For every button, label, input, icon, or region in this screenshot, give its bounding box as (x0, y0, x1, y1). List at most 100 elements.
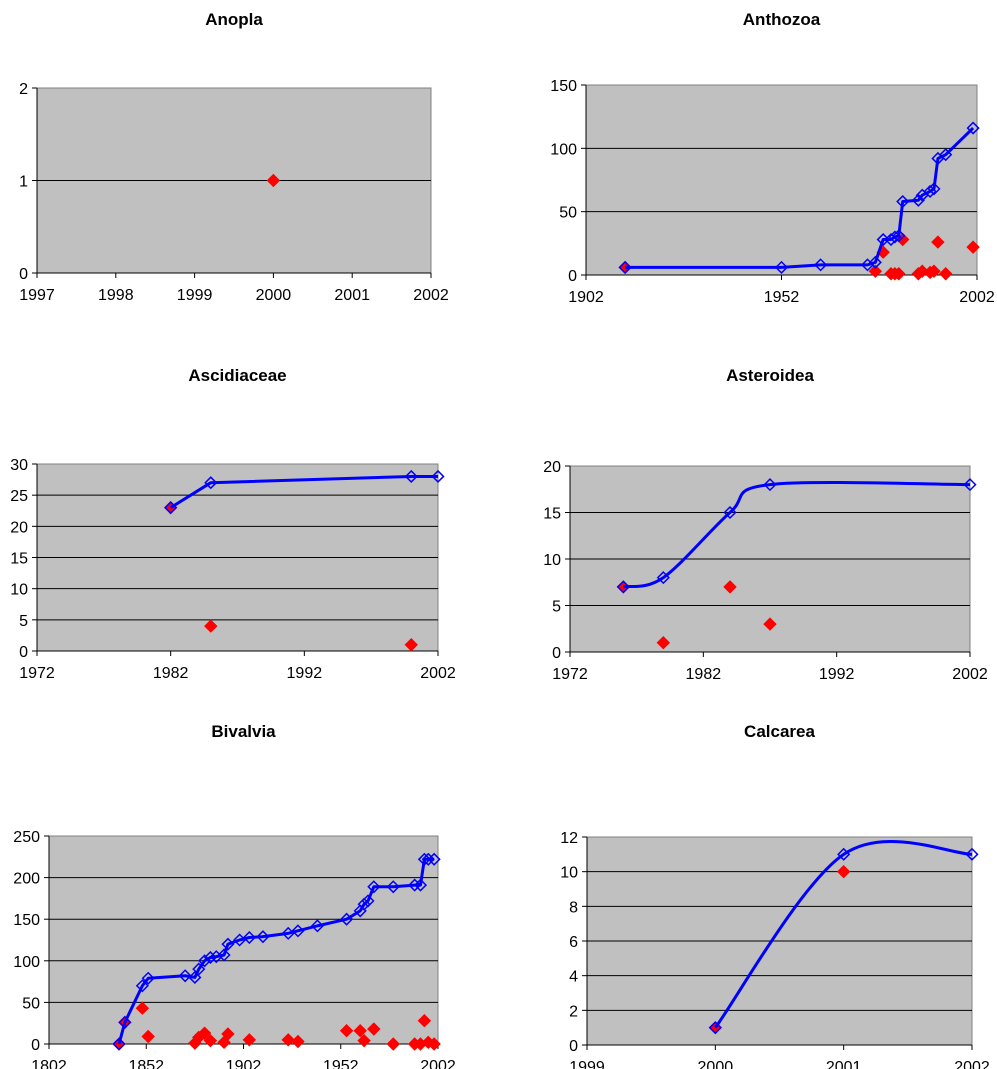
x-tick-label: 1902 (226, 1058, 262, 1069)
cumulative-marker (135, 979, 149, 993)
annual-marker (931, 235, 945, 249)
annual-marker (266, 173, 281, 188)
annual-marker (417, 1013, 432, 1028)
y-tick-label: 15 (10, 551, 28, 568)
cumulative-marker (408, 878, 422, 892)
cumulative-marker (118, 1015, 132, 1029)
x-tick-label: 1999 (177, 287, 213, 304)
chart-svg: Anopla 0 1 2 1997 1998 1999 2000 2001 2002 (19, 10, 449, 304)
y-tick-label: 50 (559, 205, 577, 222)
x-tick-label: 1998 (98, 287, 134, 304)
chart-svg: Bivalvia 0 50 100 150 200 250 1802 1852 1902 1952 2… (13, 722, 456, 1069)
cumulative-marker (217, 948, 231, 962)
chart-panel-anthozoa: Anthozoa 0 50 100 150 1902 1952 2002 (498, 0, 996, 356)
cumulative-marker (310, 919, 324, 933)
y-tick-label: 30 (10, 457, 28, 474)
annual-marker (197, 1026, 212, 1040)
y-tick-label: 10 (10, 582, 28, 599)
cumulative-marker (413, 878, 428, 892)
cumulative-marker (421, 852, 435, 866)
cumulative-marker (656, 571, 670, 585)
cumulative-marker (404, 469, 418, 484)
cumulative-marker (927, 182, 941, 196)
cumulative-marker (911, 193, 925, 207)
cumulative-marker (868, 255, 882, 269)
cumulative-marker (233, 933, 247, 947)
chart-panel-bivalvia: Bivalvia 0 50 100 150 200 250 1802 1852 1902 1952 2… (0, 712, 498, 1069)
x-tick-label: 1982 (686, 666, 722, 683)
cumulative-marker (896, 194, 910, 209)
cumulative-marker (281, 926, 295, 940)
y-tick-label: 25 (10, 488, 28, 505)
cumulative-marker (616, 580, 630, 594)
chart-title: Anthozoa (743, 10, 821, 29)
cumulative-marker (965, 847, 979, 861)
annual-marker (204, 619, 218, 633)
y-tick-label: 50 (22, 995, 40, 1012)
cumulative-marker (340, 912, 354, 926)
cumulative-marker (204, 476, 218, 490)
x-tick-label: 1952 (764, 289, 800, 306)
annual-marker (892, 267, 906, 281)
cumulative-marker (188, 970, 202, 985)
chart-title: Anopla (205, 10, 263, 29)
y-tick-label: 0 (568, 268, 577, 285)
y-tick-label: 20 (543, 459, 561, 476)
cumulative-marker (923, 184, 937, 198)
cumulative-marker (427, 852, 441, 866)
x-tick-label: 1952 (323, 1058, 359, 1069)
cumulative-line (117, 857, 435, 1045)
chart-svg: Anthozoa 0 50 100 150 1902 1952 2002 (550, 10, 995, 306)
annual-marker (357, 1033, 371, 1048)
y-tick-label: 150 (13, 912, 40, 929)
annual-marker (656, 635, 671, 650)
cumulative-marker (192, 962, 206, 976)
annual-marker (939, 267, 953, 281)
cumulative-marker (763, 478, 777, 492)
y-tick-label: 200 (13, 871, 40, 888)
cumulative-marker (966, 121, 980, 135)
x-tick-label: 2002 (420, 665, 456, 682)
x-tick-label: 2002 (959, 289, 995, 306)
x-tick-label: 2001 (826, 1059, 862, 1069)
cumulative-marker (242, 930, 256, 945)
x-tick-label: 2002 (420, 1058, 456, 1069)
chart-title: Asteroidea (726, 366, 814, 385)
chart-title: Ascidiaceae (188, 366, 286, 385)
annual-marker (836, 864, 851, 879)
y-tick-label: 100 (550, 141, 577, 158)
cumulative-marker (774, 260, 789, 274)
y-tick-label: 4 (569, 969, 578, 986)
cumulative-marker (361, 894, 375, 908)
x-tick-label: 2001 (334, 287, 370, 304)
annual-marker (281, 1033, 295, 1047)
y-tick-label: 0 (19, 266, 28, 283)
cumulative-marker (198, 954, 212, 968)
annual-marker (353, 1023, 367, 1038)
annual-marker (339, 1023, 354, 1038)
x-tick-label: 2002 (952, 666, 988, 683)
cumulative-line (169, 474, 438, 509)
y-tick-label: 15 (543, 506, 561, 523)
x-tick-label: 1972 (19, 665, 55, 682)
cumulative-marker (708, 1021, 722, 1035)
annual-marker (427, 1037, 441, 1051)
x-tick-label: 2000 (698, 1059, 734, 1069)
chart-title: Calcarea (744, 722, 815, 741)
y-tick-label: 5 (552, 599, 561, 616)
x-tick-label: 1992 (287, 665, 323, 682)
annual-marker (221, 1027, 235, 1041)
annual-marker (927, 264, 941, 278)
annual-marker (966, 240, 980, 254)
y-tick-label: 12 (560, 830, 578, 847)
y-tick-label: 250 (13, 829, 40, 846)
annual-marker (242, 1033, 257, 1047)
annual-marker (868, 264, 883, 278)
x-tick-label: 1997 (19, 287, 55, 304)
cumulative-marker (178, 969, 192, 983)
cumulative-marker (256, 930, 270, 944)
chart-svg: Asteroidea 0 5 10 15 20 1972 1982 1992 2002 (543, 366, 988, 683)
cumulative-line (714, 839, 973, 1029)
y-tick-label: 10 (560, 865, 578, 882)
cumulative-marker (417, 852, 431, 866)
